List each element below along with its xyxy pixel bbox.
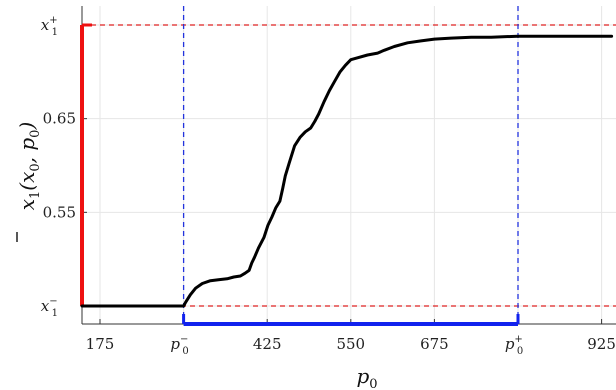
reference-lines <box>82 6 616 324</box>
plot-frame <box>81 6 616 325</box>
grid <box>82 6 616 324</box>
series-line <box>80 34 614 308</box>
x-tick-label: 925 <box>587 335 616 353</box>
x-tick-label: 550 <box>336 335 365 353</box>
x-tick-label: 425 <box>253 335 282 353</box>
y-axis-label: x1(x0, p0) <box>15 122 43 211</box>
x-axis-label: p0 <box>356 364 377 390</box>
y-tick-label: x+ 1 <box>41 15 58 38</box>
y-tick-label: x− 1 <box>41 296 58 319</box>
x-tick-label: 675 <box>420 335 449 353</box>
x-tick-label: p+ 0 <box>505 334 523 357</box>
interval-markers <box>80 23 520 326</box>
x-tick-labels: 175 p− 0 425 550 675 p+ 0 925 <box>86 334 616 357</box>
x-tick-label: 175 <box>86 335 115 353</box>
y-tick-labels: x− 1 0.55 0.65 x+ 1 <box>41 15 76 319</box>
y-tick-label: 0.55 <box>43 203 76 221</box>
x-tick-label: p− 0 <box>170 334 188 357</box>
axis-labels: p0 x1(x0, p0) <box>15 122 378 390</box>
series-group <box>80 34 614 308</box>
y-tick-label: 0.65 <box>43 110 76 128</box>
